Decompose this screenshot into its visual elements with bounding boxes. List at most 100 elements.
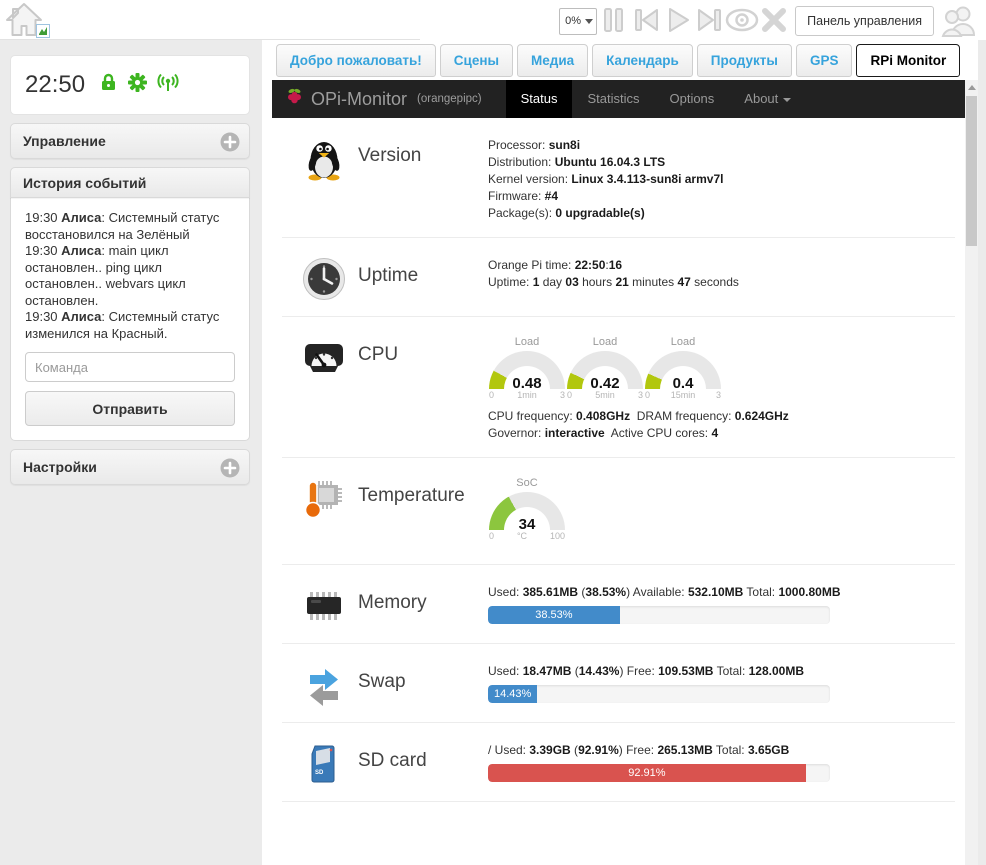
sd-card-icon: SD (302, 742, 346, 786)
info-line: Kernel version: Linux 3.4.113-sun8i armv… (488, 171, 723, 188)
progress-label: 14.43% (494, 688, 531, 700)
section-content: Orange Pi time: 22:50:16Uptime: 1 day 03… (488, 253, 739, 291)
next-button[interactable] (695, 5, 725, 37)
rpi-monitor-frame: OPi-Monitor (orangepipc) StatusStatistic… (272, 80, 965, 865)
gauge-labels: 015min3 (645, 390, 721, 400)
clock-icon (302, 257, 346, 301)
gauge-labels: 05min3 (567, 390, 643, 400)
info-line: Processor: sun8i (488, 137, 723, 154)
monitor-hostname: (orangepipc) (417, 93, 482, 105)
thermometer-icon (302, 477, 346, 521)
tab-scenes[interactable]: Сцены (440, 44, 513, 77)
close-button[interactable] (759, 5, 789, 37)
gauge-title: Load (566, 336, 644, 348)
gauge-arc: 0.48 (489, 351, 565, 389)
swap-progress-bar: 14.43% (488, 685, 830, 703)
monitor-nav: StatusStatisticsOptionsAbout (506, 80, 807, 118)
section-content: SoC340°C100 (488, 473, 566, 549)
accordion-settings[interactable]: Настройки (10, 449, 250, 485)
info-line: Governor: interactive Active CPU cores: … (488, 425, 789, 442)
monitor-navbar: OPi-Monitor (orangepipc) StatusStatistic… (272, 80, 965, 118)
eye-icon (724, 5, 760, 38)
gauge-value: 0.4 (645, 375, 721, 389)
info-line: Uptime: 1 day 03 hours 21 minutes 47 sec… (488, 274, 739, 291)
monitor-sections: VersionProcessor: sun8iDistribution: Ubu… (282, 118, 955, 802)
info-line: Package(s): 0 upgradable(s) (488, 205, 723, 222)
tab-rpi-monitor[interactable]: RPi Monitor (856, 44, 960, 77)
play-button[interactable] (663, 5, 693, 37)
tab-products[interactable]: Продукты (697, 44, 792, 77)
previous-icon (631, 5, 661, 38)
section-title: Swap (358, 659, 488, 693)
nav-options[interactable]: Options (654, 80, 729, 118)
section-title: Version (358, 133, 488, 167)
nav-statistics[interactable]: Statistics (572, 80, 654, 118)
section-content: Load0.4801min3Load0.4205min3Load0.4015mi… (488, 332, 789, 442)
topbar: 0% Панель управления (0, 0, 986, 40)
plus-icon[interactable] (220, 132, 240, 155)
command-input[interactable] (25, 352, 235, 382)
tux-icon (302, 137, 346, 181)
gauge-load: Load0.4205min3 (566, 336, 644, 400)
users-icon[interactable] (940, 3, 980, 39)
monitor-brand-name: OPi-Monitor (311, 89, 407, 110)
section-version: VersionProcessor: sun8iDistribution: Ubu… (282, 118, 955, 238)
monitor-scrollbar[interactable] (965, 80, 978, 865)
gear-icon[interactable] (128, 73, 147, 97)
nav-about[interactable]: About (729, 80, 806, 118)
section-title: SD card (358, 738, 488, 772)
gauge-title: SoC (488, 477, 566, 489)
raspberry-icon (286, 88, 303, 110)
panel-toggle-icon[interactable] (36, 24, 50, 38)
plus-icon[interactable] (220, 458, 240, 481)
main-panel: Добро пожаловать!СценыМедиаКалендарьПрод… (262, 40, 978, 865)
event-log-entry: 19:30 Алиса: Системный статус изменился … (25, 309, 235, 342)
gauge-title: Load (644, 336, 722, 348)
gauge-load: Load0.4801min3 (488, 336, 566, 400)
tab-calendar[interactable]: Календарь (592, 44, 693, 77)
previous-button[interactable] (631, 5, 661, 37)
gauge-soc: SoC340°C100 (488, 477, 566, 541)
speedometer-icon (302, 336, 346, 380)
accordion-control[interactable]: Управление (10, 123, 250, 159)
tab-media[interactable]: Медиа (517, 44, 588, 77)
gauge-value: 0.48 (489, 375, 565, 389)
section-swap: SwapUsed: 18.47MB (14.43%) Free: 109.53M… (282, 644, 955, 723)
monitor-brand[interactable]: OPi-Monitor (orangepipc) (272, 88, 492, 110)
control-panel-button[interactable]: Панель управления (795, 6, 934, 36)
select-caret-icon (585, 19, 593, 24)
scrollbar-up-button[interactable] (965, 80, 978, 95)
section-title: Uptime (358, 253, 488, 287)
eye-button[interactable] (727, 5, 757, 37)
memory-chip-icon (302, 584, 346, 628)
info-line: Used: 18.47MB (14.43%) Free: 109.53MB To… (488, 663, 830, 680)
gauge-arc: 34 (489, 492, 565, 530)
tab-welcome[interactable]: Добро пожаловать! (276, 44, 436, 77)
memory-progress-bar: 38.53% (488, 606, 830, 624)
progress-label: 38.53% (535, 609, 572, 621)
gauge-labels: 01min3 (489, 390, 565, 400)
swap-icon (302, 663, 346, 707)
info-line: / Used: 3.39GB (92.91%) Free: 265.13MB T… (488, 742, 830, 759)
section-temperature: TemperatureSoC340°C100 (282, 458, 955, 565)
pause-icon (601, 5, 627, 38)
send-button[interactable]: Отправить (25, 391, 235, 426)
info-line: Firmware: #4 (488, 188, 723, 205)
caret-down-icon (783, 98, 791, 102)
section-uptime: UptimeOrange Pi time: 22:50:16Uptime: 1 … (282, 238, 955, 317)
pause-button[interactable] (599, 5, 629, 37)
scrollbar-thumb[interactable] (966, 96, 977, 246)
sdcard-progress-bar: 92.91% (488, 764, 830, 782)
section-content: Processor: sun8iDistribution: Ubuntu 16.… (488, 133, 723, 222)
progress-label: 92.91% (628, 767, 665, 779)
lock-icon[interactable] (99, 73, 118, 97)
nav-status[interactable]: Status (506, 80, 573, 118)
volume-select[interactable]: 0% (559, 8, 597, 35)
accordion-history[interactable]: История событий (10, 167, 250, 198)
sidebar: 22:50 Управление История событий 19:30 А… (10, 55, 250, 485)
tab-gps[interactable]: GPS (796, 44, 853, 77)
signal-icon[interactable] (157, 73, 179, 97)
accordion-settings-label: Настройки (23, 459, 97, 475)
info-line: CPU frequency: 0.408GHz DRAM frequency: … (488, 408, 789, 425)
section-cpu: CPULoad0.4801min3Load0.4205min3Load0.401… (282, 317, 955, 458)
